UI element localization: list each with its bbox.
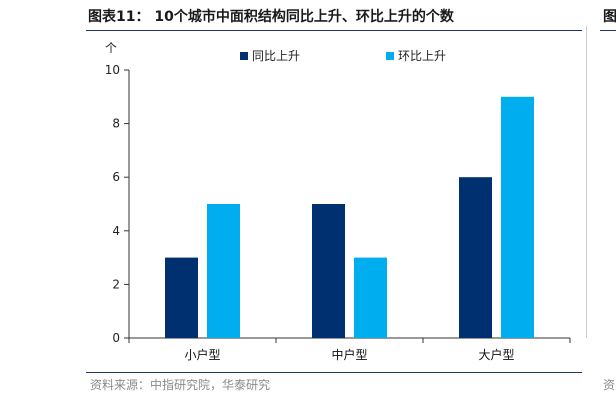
y-axis-unit-label: 个 <box>105 41 117 55</box>
bar <box>312 204 345 338</box>
bar <box>501 96 534 338</box>
y-tick-label: 0 <box>112 331 120 345</box>
y-tick-label: 6 <box>112 170 120 184</box>
bar-series-group <box>165 96 534 338</box>
legend-swatch <box>240 52 248 60</box>
bar <box>354 257 387 338</box>
x-axis: 小户型 中户型 大户型 <box>128 337 571 362</box>
x-category-label: 中户型 <box>331 347 367 362</box>
x-category-label: 小户型 <box>184 347 220 362</box>
bar <box>207 204 240 338</box>
y-tick-label: 10 <box>105 63 120 77</box>
y-tick-label: 4 <box>112 224 120 238</box>
legend-label: 环比上升 <box>398 49 446 63</box>
title-divider <box>86 30 582 31</box>
adjacent-source-fragment: 资 <box>603 378 616 392</box>
bar <box>459 177 492 338</box>
source-divider <box>86 372 582 373</box>
y-tick-label: 2 <box>112 277 120 291</box>
legend-swatch <box>386 52 394 60</box>
source-note: 资料来源：中指研究院，华泰研究 <box>90 378 271 392</box>
x-category-label: 大户型 <box>478 347 514 362</box>
chart-title: 图表11： 10个城市中面积结构同比上升、环比上升的个数 <box>88 9 454 25</box>
legend: 同比上升 环比上升 <box>240 49 446 63</box>
legend-label: 同比上升 <box>252 49 300 63</box>
adjacent-divider <box>600 30 616 31</box>
y-axis: 0 2 4 6 8 10 <box>105 63 130 345</box>
bar <box>165 257 198 338</box>
adjacent-chart-edge <box>586 26 587 338</box>
y-tick-label: 8 <box>112 117 120 131</box>
adjacent-title-fragment: 图 <box>603 9 616 24</box>
